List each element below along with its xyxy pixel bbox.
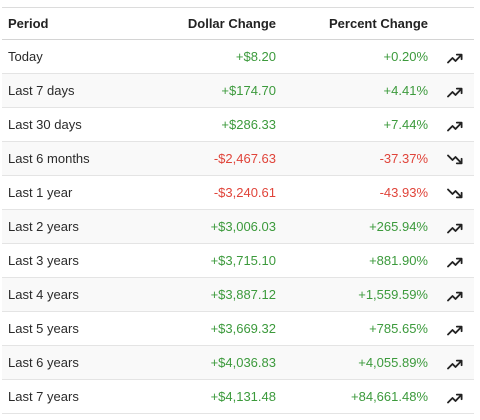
- price-change-table: Period Dollar Change Percent Change Toda…: [2, 7, 474, 414]
- trend-cell: [436, 73, 474, 108]
- trending-up-icon: [447, 392, 463, 404]
- dollar-change-cell: +$286.33: [162, 107, 280, 142]
- table-header: Period Dollar Change Percent Change: [2, 7, 474, 40]
- period-cell: Last 7 days: [2, 73, 162, 108]
- period-cell: Last 4 years: [2, 277, 162, 312]
- dollar-change-cell: -$2,467.63: [162, 141, 280, 176]
- period-cell: Last 7 years: [2, 379, 162, 414]
- trend-cell: [436, 39, 474, 74]
- period-cell: Last 2 years: [2, 209, 162, 244]
- dollar-change-cell: +$174.70: [162, 73, 280, 108]
- trend-cell: [436, 175, 474, 210]
- trend-column-header: [436, 7, 474, 40]
- percent-change-cell: -37.37%: [280, 141, 436, 176]
- dollar-change-cell: +$3,715.10: [162, 243, 280, 278]
- percent-change-cell: +265.94%: [280, 209, 436, 244]
- table-row: Last 7 years +$4,131.48 +84,661.48%: [2, 379, 474, 414]
- trend-cell: [436, 379, 474, 414]
- percent-change-cell: +1,559.59%: [280, 277, 436, 312]
- table-row: Last 30 days +$286.33 +7.44%: [2, 107, 474, 142]
- percent-change-cell: -43.93%: [280, 175, 436, 210]
- trend-cell: [436, 243, 474, 278]
- percent-change-cell: +84,661.48%: [280, 379, 436, 414]
- trending-down-icon: [447, 154, 463, 166]
- trend-cell: [436, 107, 474, 142]
- period-cell: Last 6 years: [2, 345, 162, 380]
- trend-cell: [436, 141, 474, 176]
- period-cell: Last 30 days: [2, 107, 162, 142]
- table-row: Last 5 years +$3,669.32 +785.65%: [2, 311, 474, 346]
- period-cell: Last 6 months: [2, 141, 162, 176]
- dollar-change-cell: +$3,006.03: [162, 209, 280, 244]
- trend-cell: [436, 277, 474, 312]
- period-cell: Last 1 year: [2, 175, 162, 210]
- dollar-change-cell: +$4,131.48: [162, 379, 280, 414]
- dollar-change-cell: +$3,669.32: [162, 311, 280, 346]
- table-row: Last 4 years +$3,887.12 +1,559.59%: [2, 277, 474, 312]
- percent-change-cell: +4.41%: [280, 73, 436, 108]
- trending-up-icon: [447, 256, 463, 268]
- trending-up-icon: [447, 358, 463, 370]
- header-row: Period Dollar Change Percent Change: [2, 7, 474, 40]
- trending-up-icon: [447, 290, 463, 302]
- period-cell: Last 3 years: [2, 243, 162, 278]
- period-column-header: Period: [2, 7, 162, 40]
- trend-cell: [436, 311, 474, 346]
- dollar-change-cell: +$3,887.12: [162, 277, 280, 312]
- trending-down-icon: [447, 188, 463, 200]
- table-row: Last 6 years +$4,036.83 +4,055.89%: [2, 345, 474, 380]
- percent-change-cell: +881.90%: [280, 243, 436, 278]
- table-row: Last 1 year -$3,240.61 -43.93%: [2, 175, 474, 210]
- table-row: Last 7 days +$174.70 +4.41%: [2, 73, 474, 108]
- percent-change-cell: +7.44%: [280, 107, 436, 142]
- table-row: Last 2 years +$3,006.03 +265.94%: [2, 209, 474, 244]
- period-cell: Last 5 years: [2, 311, 162, 346]
- trending-up-icon: [447, 222, 463, 234]
- table-row: Last 6 months -$2,467.63 -37.37%: [2, 141, 474, 176]
- trending-up-icon: [447, 86, 463, 98]
- dollar-change-cell: +$4,036.83: [162, 345, 280, 380]
- percent-change-column-header: Percent Change: [280, 7, 436, 40]
- trending-up-icon: [447, 120, 463, 132]
- table-row: Today +$8.20 +0.20%: [2, 39, 474, 74]
- dollar-change-column-header: Dollar Change: [162, 7, 280, 40]
- period-cell: Today: [2, 39, 162, 74]
- trend-cell: [436, 345, 474, 380]
- trending-up-icon: [447, 52, 463, 64]
- trending-up-icon: [447, 324, 463, 336]
- percent-change-cell: +4,055.89%: [280, 345, 436, 380]
- table-row: Last 3 years +$3,715.10 +881.90%: [2, 243, 474, 278]
- percent-change-cell: +785.65%: [280, 311, 436, 346]
- percent-change-cell: +0.20%: [280, 39, 436, 74]
- price-change-table-container: Period Dollar Change Percent Change Toda…: [2, 7, 474, 414]
- dollar-change-cell: +$8.20: [162, 39, 280, 74]
- table-body: Today +$8.20 +0.20% Last 7 days +$174.70…: [2, 39, 474, 414]
- trend-cell: [436, 209, 474, 244]
- dollar-change-cell: -$3,240.61: [162, 175, 280, 210]
